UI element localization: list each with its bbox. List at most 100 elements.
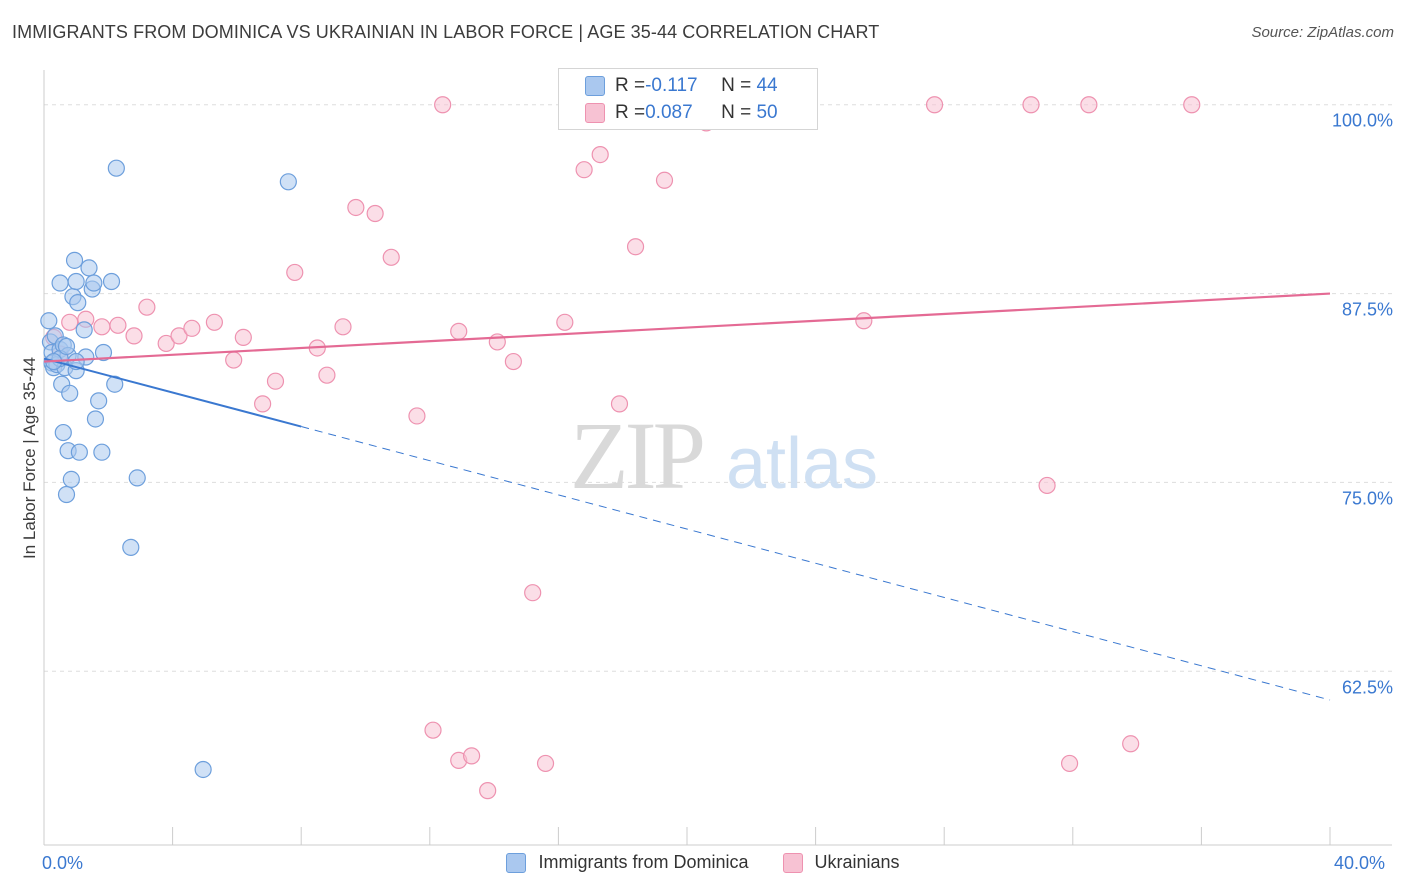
point-ukrainians (424, 721, 442, 739)
point-ukrainians (254, 395, 272, 413)
y-axis-label: In Labor Force | Age 35-44 (20, 357, 39, 559)
legend-n-value: 50 (756, 102, 778, 123)
series-dominica (40, 159, 297, 779)
axis-layer (43, 70, 1392, 846)
point-ukrainians (479, 782, 497, 800)
point-ukrainians (170, 327, 188, 345)
source-credit: Source: ZipAtlas.com (1251, 24, 1394, 41)
point-dominica (80, 259, 98, 277)
point-ukrainians (610, 395, 629, 413)
legend-r-label: R = (615, 102, 646, 123)
point-ukrainians (109, 316, 127, 334)
point-ukrainians (286, 263, 304, 282)
point-dominica (61, 384, 79, 402)
point-ukrainians (61, 313, 79, 331)
legend-label-dominica: Immigrants from Dominica (538, 852, 749, 872)
point-dominica (107, 159, 125, 177)
point-dominica (93, 443, 111, 461)
point-ukrainians (382, 248, 400, 266)
point-ukrainians (462, 747, 481, 765)
point-dominica (279, 173, 297, 191)
point-dominica (54, 423, 72, 442)
point-ukrainians (1038, 476, 1056, 495)
point-ukrainians (234, 328, 252, 346)
point-dominica (40, 312, 58, 330)
point-dominica (57, 485, 76, 504)
legend-n-label: N = (721, 102, 757, 123)
point-ukrainians (1060, 754, 1079, 773)
point-dominica (62, 470, 80, 489)
point-dominica (70, 443, 88, 461)
point-dominica (86, 410, 105, 428)
legend-label-ukrainians: Ukrainians (814, 852, 900, 872)
point-ukrainians (655, 171, 674, 189)
point-ukrainians (266, 372, 285, 390)
point-dominica (122, 538, 140, 556)
point-ukrainians (434, 96, 452, 114)
point-dominica (65, 251, 84, 269)
legend-swatch-ukrainians (585, 103, 605, 123)
y-tick-label: 62.5% (1342, 677, 1393, 697)
point-ukrainians (205, 313, 223, 331)
point-dominica (194, 760, 212, 779)
point-dominica (69, 294, 87, 312)
trend-layer (43, 292, 1331, 701)
point-ukrainians (1183, 96, 1201, 114)
legend-r-value: 0.087 (645, 102, 693, 123)
legend-n-value: 44 (756, 75, 778, 96)
point-dominica (75, 321, 93, 339)
point-dominica (90, 392, 108, 410)
legend-item-dominica: Immigrants from Dominica (506, 852, 749, 873)
point-ukrainians (536, 754, 555, 773)
y-tick-labels: 62.5% 75.0% 87.5% 100.0% (1332, 111, 1393, 698)
point-dominica (94, 343, 113, 362)
chart-title: IMMIGRANTS FROM DOMINICA VS UKRAINIAN IN… (12, 22, 880, 42)
legend-swatch-dominica (585, 76, 605, 96)
point-dominica (67, 272, 85, 291)
y-tick-label: 75.0% (1342, 488, 1393, 508)
point-ukrainians (93, 318, 111, 336)
watermark-atlas: atlas (726, 424, 878, 504)
trendline-dominica-solid (43, 357, 302, 428)
point-ukrainians (334, 318, 352, 336)
trendline-dominica-dashed (301, 426, 1331, 701)
point-ukrainians (1080, 96, 1098, 114)
y-tick-label: 100.0% (1332, 111, 1393, 131)
point-ukrainians (524, 584, 542, 602)
point-dominica (57, 337, 76, 356)
series-legend: Immigrants from Dominica Ukrainians (0, 852, 1406, 873)
point-ukrainians (225, 351, 243, 369)
point-ukrainians (591, 146, 609, 164)
point-ukrainians (408, 407, 426, 425)
point-ukrainians (125, 327, 143, 345)
grid-layer (44, 104, 1392, 672)
y-tick-label: 87.5% (1342, 300, 1393, 320)
legend-swatch-ukrainians (782, 852, 803, 873)
point-dominica (85, 274, 103, 292)
x-tick-label-max: 40.0% (1334, 853, 1386, 873)
point-ukrainians (925, 96, 944, 114)
legend-n-label: N = (721, 75, 757, 96)
point-ukrainians (575, 161, 593, 179)
point-ukrainians (157, 334, 175, 353)
point-ukrainians (347, 198, 365, 217)
legend-row-ukrainians: R = 0.087 N = 50 (585, 100, 778, 126)
point-ukrainians (626, 238, 645, 256)
legend-r-value: -0.117 (645, 75, 698, 96)
x-tick-label-min: 0.0% (42, 853, 84, 873)
point-dominica (102, 272, 121, 291)
legend-item-ukrainians: Ukrainians (782, 852, 900, 873)
legend-r-label: R = (615, 75, 646, 96)
point-ukrainians (504, 352, 522, 371)
legend-swatch-dominica (506, 852, 527, 873)
stats-legend: R = -0.117 N = 44 R = 0.087 N = 50 (558, 68, 818, 130)
point-ukrainians (1122, 735, 1140, 753)
point-ukrainians (183, 319, 201, 337)
point-ukrainians (1022, 96, 1040, 114)
point-ukrainians (855, 312, 873, 330)
point-dominica (128, 469, 146, 487)
point-ukrainians (450, 322, 468, 340)
watermark-zip: ZIP (570, 402, 703, 509)
point-ukrainians (138, 298, 156, 316)
